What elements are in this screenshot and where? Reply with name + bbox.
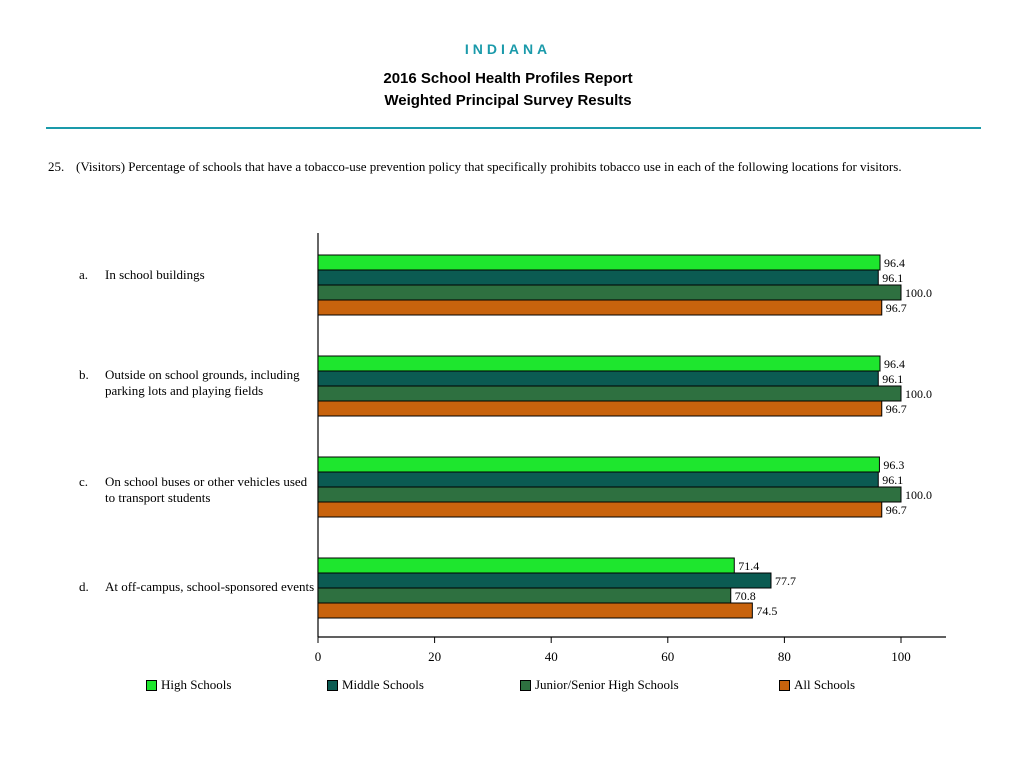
- legend-label-high-schools: High Schools: [161, 677, 232, 692]
- legend-item-high-schools: High Schools: [146, 677, 231, 693]
- category-letter-b: b.: [79, 367, 89, 382]
- legend-swatch-middle-schools: [327, 679, 338, 691]
- data-label-middle-schools-0: 96.1: [882, 271, 903, 285]
- bar-all-schools-3: [317, 602, 753, 619]
- data-label-high-schools-3: 71.4: [738, 559, 759, 573]
- report-subtitle: Weighted Principal Survey Results: [384, 92, 632, 109]
- bar-middle-schools-0: [317, 269, 879, 286]
- x-tick-label-80: 80: [778, 649, 791, 664]
- legend-swatch-all-schools: [779, 679, 790, 691]
- data-label-all-schools-0: 96.7: [886, 301, 907, 315]
- bar-junior-senior-high-schools-2: [317, 486, 902, 503]
- data-label-all-schools-1: 96.7: [886, 402, 907, 416]
- bar-middle-schools-1: [317, 370, 879, 387]
- legend-label-all-schools: All Schools: [794, 677, 856, 692]
- report-title: 2016 School Health Profiles Report: [383, 70, 633, 87]
- bar-all-schools-0: [317, 299, 883, 316]
- bar-all-schools-1: [317, 400, 883, 417]
- category-label-c: On school buses or other vehicles used t…: [105, 474, 308, 505]
- category-letter-c: c.: [79, 474, 89, 489]
- data-label-middle-schools-2: 96.1: [882, 473, 903, 487]
- legend-label-middle-schools: Middle Schools: [342, 677, 424, 692]
- category-label-b: Outside on school grounds, including par…: [105, 367, 300, 398]
- category-letter-d: d.: [79, 579, 89, 594]
- data-label-junior-senior-high-schools-0: 100.0: [905, 286, 932, 300]
- category-letter-a: a.: [79, 267, 89, 282]
- x-tick-label-20: 20: [428, 649, 441, 664]
- data-label-junior-senior-high-schools-1: 100.0: [905, 387, 932, 401]
- bar-high-schools-3: [317, 557, 735, 574]
- x-tick-label-100: 100: [891, 649, 911, 664]
- data-label-all-schools-2: 96.7: [886, 503, 907, 517]
- data-label-middle-schools-3: 77.7: [775, 574, 796, 588]
- data-label-high-schools-1: 96.4: [884, 357, 905, 371]
- bar-high-schools-1: [317, 355, 881, 372]
- bar-middle-schools-3: [317, 572, 772, 589]
- data-label-junior-senior-high-schools-2: 100.0: [905, 488, 932, 502]
- data-label-all-schools-3: 74.5: [756, 604, 777, 618]
- state-name: INDIANA: [464, 41, 552, 57]
- legend-swatch-high-schools: [146, 679, 157, 691]
- data-label-junior-senior-high-schools-3: 70.8: [735, 589, 756, 603]
- bar-junior-senior-high-schools-1: [317, 385, 902, 402]
- category-label-d: At off-campus, school-sponsored events: [105, 579, 315, 594]
- data-label-high-schools-2: 96.3: [883, 458, 904, 472]
- bar-junior-senior-high-schools-3: [317, 587, 732, 604]
- legend-item-middle-schools: Middle Schools: [327, 677, 424, 693]
- data-label-high-schools-0: 96.4: [884, 256, 905, 270]
- question-text: (Visitors) Percentage of schools that ha…: [76, 159, 902, 174]
- legend-swatch-junior-senior: [520, 679, 531, 691]
- header-divider: [46, 127, 981, 129]
- x-tick-label-0: 0: [315, 649, 322, 664]
- legend-item-all-schools: All Schools: [779, 677, 855, 693]
- x-tick-label-60: 60: [661, 649, 674, 664]
- bar-high-schools-2: [317, 456, 880, 473]
- bar-middle-schools-2: [317, 471, 879, 488]
- bar-junior-senior-high-schools-0: [317, 284, 902, 301]
- data-label-middle-schools-1: 96.1: [882, 372, 903, 386]
- x-tick-label-40: 40: [545, 649, 558, 664]
- category-label-a: In school buildings: [105, 267, 205, 282]
- question-number: 25.: [48, 159, 65, 174]
- legend-item-junior-senior-high-schools: Junior/Senior High Schools: [520, 677, 679, 693]
- legend-label-junior-senior: Junior/Senior High Schools: [535, 677, 679, 692]
- bar-all-schools-2: [317, 501, 883, 518]
- bar-high-schools-0: [317, 254, 881, 271]
